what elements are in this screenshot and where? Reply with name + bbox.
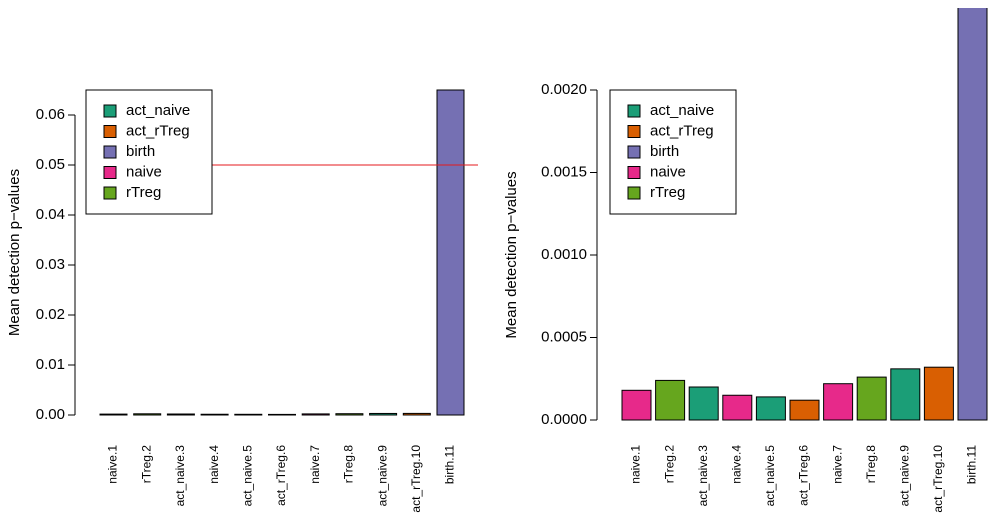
x-tick-label: naive.1 [629,445,643,484]
bar [402,412,431,416]
y-tick-label: 0.05 [36,156,65,173]
y-tick-label: 0.06 [36,106,65,123]
bar [301,413,330,416]
legend-swatch [627,104,641,118]
x-tick-label: rTreg.8 [864,445,878,484]
y-tick-label: 0.0015 [541,163,587,180]
x-tick-label: rTreg.2 [139,445,153,484]
x-tick-label: act_rTreg.6 [274,445,288,506]
legend-swatch [103,125,117,138]
x-tick-label: act_rTreg.6 [797,445,811,506]
bar [200,413,229,416]
bar [234,413,263,416]
bar [369,412,398,416]
y-tick-label: 0.04 [36,206,65,223]
legend-label: rTreg [126,184,161,201]
legend-label: rTreg [650,184,685,201]
bar [856,376,887,421]
bar [755,396,786,421]
bar [99,413,128,416]
legend-label: act_naive [650,102,714,119]
bar [655,379,686,421]
x-tick-label: naive.4 [729,445,743,484]
bar [957,8,988,421]
bar [823,383,854,421]
legend-label: naive [650,163,686,180]
legend-swatch [103,104,117,118]
x-tick-label: act_rTreg.10 [409,445,423,513]
chart: 0.00 0.01 0.02 0.03 0.04 0.05 0.06 Mean detecti… [6,89,478,513]
bar [923,366,954,421]
legend-label: act_rTreg [126,122,190,139]
x-tick-label: naive.4 [207,445,221,484]
y-axis-label: Mean detection p−values [503,171,520,338]
bar [166,413,195,416]
y-tick-label: 0.02 [36,306,65,323]
legend-swatch [627,145,641,159]
legend-label: naive [126,163,162,180]
legend-label: act_naive [126,102,190,119]
legend-swatch [103,186,117,200]
bar [621,389,652,421]
legend-label: act_rTreg [650,122,714,139]
x-tick-label: birth.11 [965,445,979,484]
bar [436,89,465,416]
x-tick-label: rTreg.2 [662,445,676,484]
bar [335,413,364,416]
legend-swatch [627,186,641,200]
x-tick-label: act_naive.5 [240,445,254,507]
bar [688,386,719,421]
legend-swatch [103,166,117,179]
x-tick-label: naive.7 [308,445,322,484]
x-tick-label: act_naive.9 [897,445,911,507]
chart: 0.0000 0.0005 0.0010 0.0015 0.0020 Mean detec… [503,8,988,513]
x-tick-label: act_naive.3 [173,445,187,507]
y-tick-label: 0.0005 [541,328,587,345]
legend-swatch [627,125,641,138]
x-tick-label: act_rTreg.10 [931,445,945,513]
x-tick-label: rTreg.8 [342,445,356,484]
legend-swatch [103,145,117,159]
bar [890,368,921,421]
x-tick-label: act_naive.5 [763,445,777,507]
y-tick-label: 0.01 [36,356,65,373]
y-tick-label: 0.03 [36,256,65,273]
legend-label: birth [126,143,155,160]
bar [722,394,753,421]
bar [268,413,296,416]
legend-swatch [627,166,641,179]
bar [133,413,162,416]
y-axis-label: Mean detection p−values [6,169,23,336]
bar [789,399,820,421]
y-tick-label: 0.0000 [541,411,587,428]
x-tick-label: naive.1 [106,445,120,484]
legend-label: birth [650,143,679,160]
x-tick-label: birth.11 [443,445,457,484]
y-tick-label: 0.0010 [541,246,587,263]
x-tick-label: naive.7 [830,445,844,484]
y-tick-label: 0.0020 [541,81,587,98]
x-tick-label: act_naive.3 [696,445,710,507]
y-tick-label: 0.00 [36,406,65,423]
x-tick-label: act_naive.9 [375,445,389,507]
